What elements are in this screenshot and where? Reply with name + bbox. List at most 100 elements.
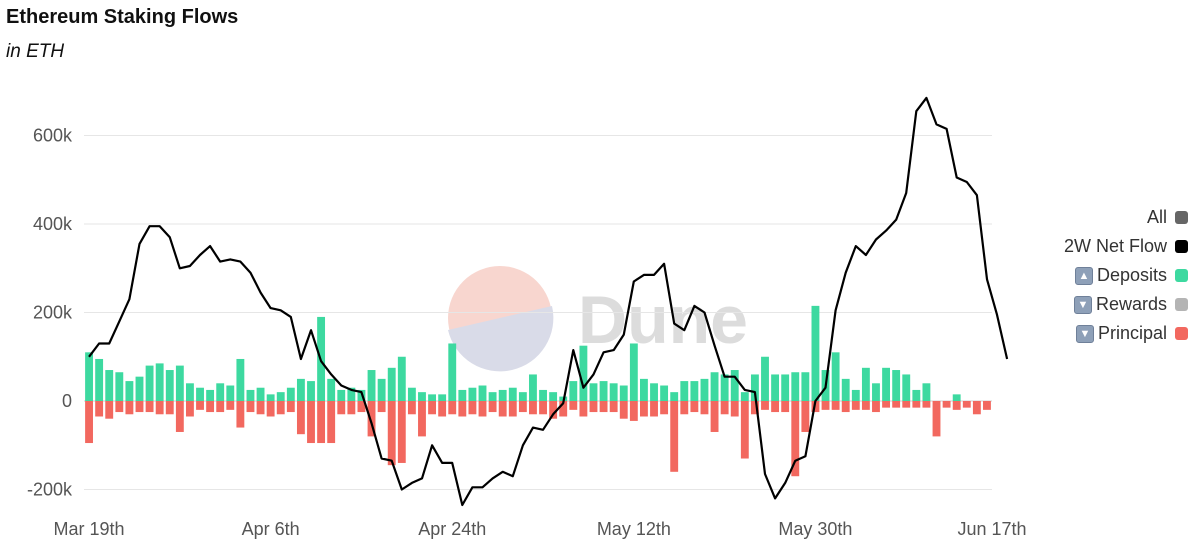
- dune-watermark: Dune: [448, 266, 748, 372]
- principal-bar: [952, 401, 961, 410]
- principal-bar: [377, 401, 386, 413]
- principal-bar: [276, 401, 285, 415]
- principal-bar: [165, 401, 174, 415]
- principal-bar: [912, 401, 921, 408]
- net-flow-line: [88, 96, 1009, 507]
- principal-bar: [972, 401, 981, 415]
- deposit-bar: [307, 381, 315, 401]
- principal-bar: [983, 401, 991, 410]
- principal-bar: [922, 401, 931, 408]
- deposit-bar: [690, 381, 699, 401]
- deposit-bar: [266, 394, 275, 401]
- principal-bar: [428, 401, 437, 415]
- legend-label-net-flow: 2W Net Flow: [1063, 236, 1167, 256]
- principal-bar: [650, 401, 658, 417]
- principal-bar: [529, 401, 537, 415]
- chart-title: Ethereum Staking Flows: [6, 6, 239, 28]
- principal-bar: [246, 401, 255, 413]
- principal-bar: [95, 401, 104, 417]
- deposit-bar: [418, 392, 426, 401]
- deposit-bar: [518, 392, 527, 401]
- deposit-bar: [206, 389, 215, 401]
- deposit-bar: [377, 378, 386, 401]
- deposit-bar: [781, 374, 790, 401]
- principal-bar: [559, 401, 568, 417]
- legend-label-all: All: [1146, 207, 1167, 227]
- net-flow-series: [88, 96, 1009, 507]
- dune-watermark-text: Dune: [578, 282, 748, 358]
- dune-logo-shade: [448, 306, 554, 372]
- x-tick-label: Apr 24th: [418, 519, 486, 539]
- deposit-bar: [458, 389, 467, 401]
- principal-bar: [579, 401, 588, 417]
- deposit-bar: [246, 389, 255, 401]
- deposit-bar: [710, 372, 719, 401]
- deposit-bar: [740, 392, 749, 401]
- principal-bar: [337, 401, 346, 415]
- principal-bar: [539, 401, 547, 415]
- deposit-bar: [145, 365, 154, 401]
- x-tick-label: Apr 6th: [242, 519, 300, 539]
- principal-bar: [750, 401, 759, 415]
- deposit-bar: [952, 394, 961, 401]
- y-axis: 600k 400k 200k 0 -200k: [27, 126, 73, 500]
- deposit-bar: [549, 392, 558, 401]
- legend-item-principal[interactable]: ▼ Principal: [968, 319, 1188, 348]
- deposit-bar: [105, 370, 114, 401]
- principal-bar: [206, 401, 215, 413]
- deposit-bar: [175, 365, 184, 401]
- deposit-bar: [478, 385, 487, 401]
- principal-bar: [125, 401, 134, 415]
- deposit-bar: [488, 392, 497, 401]
- deposit-bar: [811, 305, 820, 401]
- principal-bar: [236, 401, 245, 428]
- principal-bar: [700, 401, 709, 415]
- principal-bar: [105, 401, 114, 419]
- deposit-bar: [397, 356, 406, 401]
- deposit-bar: [882, 367, 891, 401]
- principal-bar: [317, 401, 326, 444]
- principal-bar: [438, 401, 447, 417]
- deposit-bar: [327, 378, 336, 401]
- deposit-bar: [226, 385, 235, 401]
- principal-bar: [619, 401, 628, 419]
- legend-item-net-flow[interactable]: 2W Net Flow: [968, 232, 1188, 261]
- deposit-bar: [609, 383, 618, 401]
- principal-bar: [902, 401, 911, 408]
- down-arrow-icon: ▼: [1075, 324, 1094, 343]
- principal-bar: [599, 401, 608, 413]
- deposit-bar: [428, 394, 437, 401]
- legend-item-all[interactable]: All: [968, 203, 1188, 232]
- deposit-bar: [115, 372, 124, 401]
- principal-bar: [771, 401, 780, 413]
- principal-bar: [821, 401, 830, 410]
- legend-label-deposits: Deposits: [1096, 265, 1167, 285]
- principal-bar: [740, 401, 749, 459]
- deposit-bar: [508, 387, 517, 401]
- deposit-bar: [750, 374, 759, 401]
- deposit-bar: [851, 389, 860, 401]
- principal-bar: [347, 401, 356, 415]
- deposit-bar: [256, 387, 265, 401]
- legend-swatch-rewards: [1175, 298, 1188, 311]
- legend-item-deposits[interactable]: ▲ Deposits: [968, 261, 1188, 290]
- principal-bar: [680, 401, 689, 415]
- deposit-bar: [902, 374, 911, 401]
- principal-bar: [629, 401, 638, 421]
- deposit-bar: [448, 343, 457, 401]
- deposit-bar: [569, 381, 578, 401]
- deposit-bar: [438, 394, 447, 401]
- deposit-bar: [599, 381, 608, 401]
- principal-bar: [468, 401, 477, 415]
- principal-bar: [872, 401, 880, 413]
- principal-bar: [488, 401, 497, 413]
- principal-bar: [609, 401, 618, 413]
- principal-bar: [478, 401, 487, 417]
- deposit-bar: [196, 387, 204, 401]
- legend-item-rewards[interactable]: ▼ Rewards: [968, 290, 1188, 319]
- deposit-bar: [650, 383, 658, 401]
- principal-bar: [458, 401, 467, 417]
- principal-bar: [387, 401, 396, 466]
- principal-bar: [155, 401, 164, 415]
- principal-bar: [498, 401, 507, 417]
